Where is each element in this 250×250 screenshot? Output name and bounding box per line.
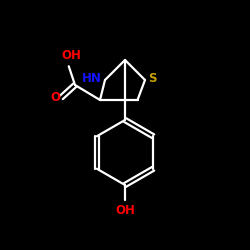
Text: OH: OH <box>115 204 135 218</box>
Text: S: S <box>148 72 156 85</box>
Text: HN: HN <box>82 72 102 85</box>
Text: OH: OH <box>61 49 81 62</box>
Text: O: O <box>51 91 61 104</box>
